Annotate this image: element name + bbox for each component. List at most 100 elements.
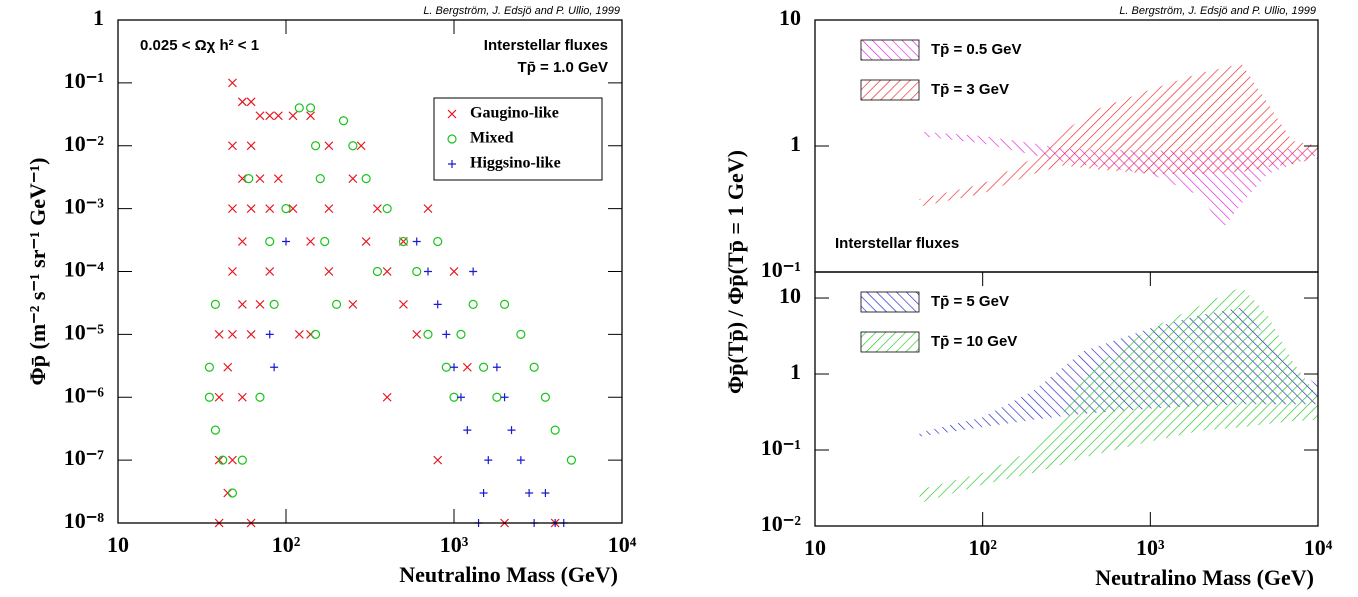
point [210, 299, 221, 309]
x-axis-label: Neutralino Mass (GeV) [1095, 565, 1314, 590]
point [223, 362, 233, 372]
point [324, 267, 334, 276]
point [255, 174, 265, 184]
point [306, 329, 315, 339]
point [492, 392, 502, 402]
y-tick-label: 10⁻⁸ [64, 508, 105, 533]
y-tick-label: 10⁻⁶ [64, 382, 105, 407]
plot-area [919, 63, 1318, 229]
y-tick-label: 10⁻³ [64, 194, 105, 219]
point [281, 204, 291, 214]
point [305, 103, 316, 113]
point [338, 116, 349, 126]
annotation: Interstellar fluxes [835, 235, 959, 252]
credit: L. Bergström, J. Edsjö and P. Ullio, 199… [423, 5, 620, 17]
point [479, 489, 488, 498]
point [265, 204, 275, 214]
point [214, 392, 224, 402]
point [462, 362, 472, 372]
point [412, 266, 422, 277]
point [361, 237, 371, 246]
point [478, 362, 489, 372]
point [324, 204, 334, 214]
point [306, 111, 315, 121]
point [433, 455, 443, 465]
point [412, 329, 422, 339]
point [516, 456, 525, 465]
point [449, 267, 459, 276]
point [265, 330, 274, 339]
point [423, 267, 432, 276]
annotation: Interstellar fluxes [484, 37, 608, 54]
point [246, 141, 256, 151]
point [246, 329, 256, 339]
legend-label: Tp̄ = 5 GeV [931, 293, 1009, 310]
point [468, 299, 478, 309]
credit: L. Bergström, J. Edsjö and P. Ullio, 199… [1119, 5, 1316, 17]
point [255, 111, 265, 121]
point [204, 362, 215, 372]
point [237, 299, 247, 309]
point [265, 236, 275, 247]
point [382, 267, 392, 276]
plot-area [919, 286, 1318, 504]
legend-swatch [860, 39, 920, 61]
point [500, 393, 509, 402]
frame [814, 271, 1319, 527]
x-tick-label: 10 [804, 535, 826, 560]
point [540, 392, 551, 402]
legend-marker [447, 109, 457, 119]
y-tick-label: 10⁻⁴ [64, 257, 105, 282]
point [282, 237, 290, 246]
point [356, 141, 366, 151]
point [423, 329, 433, 339]
point [294, 103, 304, 113]
y-axis-label: Φp̄(Tp̄) / Φp̄(Tp̄ = 1 GeV) [723, 150, 748, 394]
annotation: Tp̄ = 1.0 GeV [518, 59, 608, 76]
point [541, 489, 550, 498]
point [273, 174, 283, 184]
point [228, 267, 237, 276]
point [382, 392, 392, 402]
point [237, 455, 247, 465]
legend-swatch [860, 79, 920, 101]
y-tick-label: 10⁻¹ [761, 257, 801, 282]
point [499, 299, 510, 309]
y-tick-label: 10⁻² [64, 131, 105, 156]
point [227, 488, 238, 498]
point [244, 174, 254, 184]
y-tick-label: 1 [93, 5, 104, 30]
point [237, 237, 247, 246]
point [324, 141, 334, 151]
point [529, 362, 539, 372]
point [442, 330, 451, 339]
y-tick-label: 1 [790, 359, 801, 384]
point [228, 78, 237, 88]
band [919, 63, 1318, 207]
legend-label: Gaugino-like [470, 105, 559, 122]
point [331, 299, 342, 309]
point [320, 236, 330, 247]
legend-marker [448, 160, 456, 168]
y-tick-label: 10⁻¹ [761, 435, 801, 460]
point [441, 362, 451, 372]
point [492, 363, 501, 372]
y-tick-label: 1 [790, 131, 801, 156]
x-tick-label: 10⁴ [1304, 535, 1333, 560]
point [398, 236, 409, 247]
annotation: 0.025 < Ωχ h² < 1 [140, 37, 259, 54]
point [382, 204, 392, 214]
point [484, 456, 493, 465]
point [566, 455, 577, 465]
point [255, 392, 265, 402]
point [310, 141, 321, 151]
point [228, 455, 237, 465]
x-tick-label: 10³ [440, 532, 469, 557]
point [218, 455, 228, 465]
y-axis-label: Φp̄ (m⁻² s⁻¹ sr⁻¹ GeV⁻¹) [25, 158, 50, 386]
point [237, 97, 247, 107]
point [204, 392, 215, 402]
point [310, 329, 321, 339]
point [456, 393, 465, 402]
